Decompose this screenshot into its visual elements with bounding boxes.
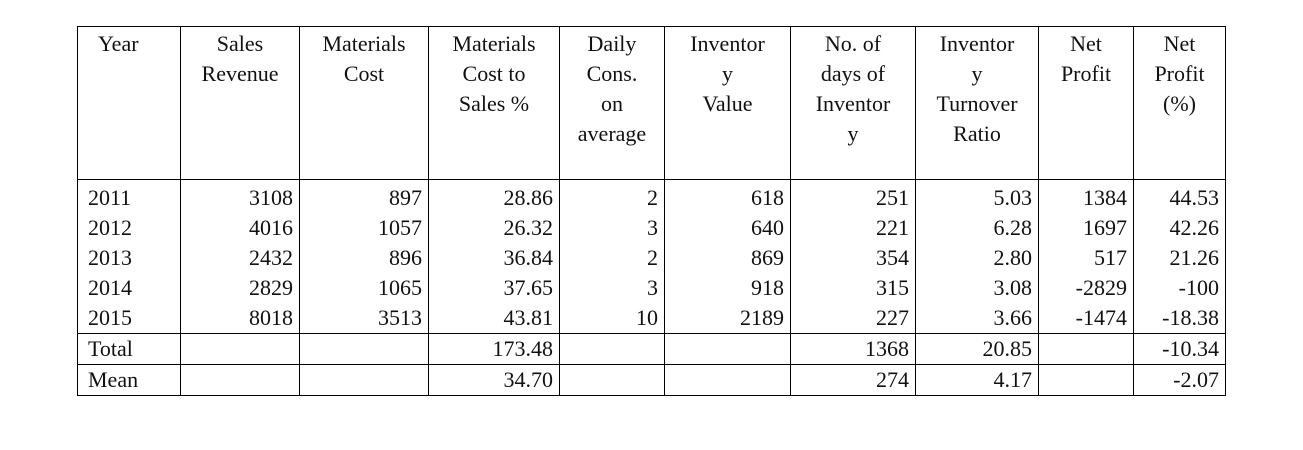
- cell: [299, 333, 429, 365]
- table-row: 2015 8018 3513 43.81 10 2189 227 3.66 -1…: [77, 303, 1226, 334]
- cell-year: 2011: [77, 179, 181, 213]
- cell-year: 2015: [77, 303, 181, 334]
- cell: 21.26: [1133, 243, 1226, 273]
- cell-label: Total: [77, 333, 181, 365]
- total-row: Total 173.48 1368 20.85 -10.34: [77, 333, 1226, 365]
- cell: 4.17: [915, 364, 1039, 396]
- cell: 43.81: [428, 303, 560, 334]
- cell: 918: [664, 273, 791, 303]
- cell: 251: [790, 179, 916, 213]
- cell: 640: [664, 213, 791, 243]
- cell: 3: [559, 213, 665, 243]
- header-year: Year: [77, 26, 181, 180]
- header-inventory-value: Inventor y Value: [664, 26, 791, 180]
- cell: 37.65: [428, 273, 560, 303]
- cell: 3: [559, 273, 665, 303]
- cell: 3108: [180, 179, 300, 213]
- cell: 1368: [790, 333, 916, 365]
- header-inventory-turnover: Inventor y Turnover Ratio: [915, 26, 1039, 180]
- cell: [1038, 333, 1134, 365]
- cell: -10.34: [1133, 333, 1226, 365]
- cell: 2829: [180, 273, 300, 303]
- mean-row: Mean 34.70 274 4.17 -2.07: [77, 364, 1226, 396]
- cell: 10: [559, 303, 665, 334]
- cell: 3513: [299, 303, 429, 334]
- cell: 517: [1038, 243, 1134, 273]
- cell: 28.86: [428, 179, 560, 213]
- cell: 354: [790, 243, 916, 273]
- header-sales-revenue: Sales Revenue: [180, 26, 300, 180]
- table-row: 2012 4016 1057 26.32 3 640 221 6.28 1697…: [77, 213, 1226, 243]
- data-table-container: Year Sales Revenue Materials Cost Materi…: [77, 26, 1226, 396]
- cell: 274: [790, 364, 916, 396]
- cell-year: 2014: [77, 273, 181, 303]
- cell: 4016: [180, 213, 300, 243]
- cell: 2432: [180, 243, 300, 273]
- cell: 2: [559, 179, 665, 213]
- cell: [559, 333, 665, 365]
- cell: 315: [790, 273, 916, 303]
- cell: -1474: [1038, 303, 1134, 334]
- cell: [664, 364, 791, 396]
- cell: [559, 364, 665, 396]
- header-materials-cost-to-sales: Materials Cost to Sales %: [428, 26, 560, 180]
- cell: 26.32: [428, 213, 560, 243]
- cell: 3.66: [915, 303, 1039, 334]
- cell: 1384: [1038, 179, 1134, 213]
- header-days-of-inventory: No. of days of Inventor y: [790, 26, 916, 180]
- cell: 20.85: [915, 333, 1039, 365]
- cell: -100: [1133, 273, 1226, 303]
- cell: 3.08: [915, 273, 1039, 303]
- cell: 896: [299, 243, 429, 273]
- cell: [1038, 364, 1134, 396]
- cell: -2829: [1038, 273, 1134, 303]
- cell: 44.53: [1133, 179, 1226, 213]
- cell: 34.70: [428, 364, 560, 396]
- header-daily-consumption: Daily Cons. on average: [559, 26, 665, 180]
- cell: [664, 333, 791, 365]
- header-net-profit-percent: Net Profit (%): [1133, 26, 1226, 180]
- cell: [180, 364, 300, 396]
- table-row: 2013 2432 896 36.84 2 869 354 2.80 517 2…: [77, 243, 1226, 273]
- cell: 221: [790, 213, 916, 243]
- table-row: 2014 2829 1065 37.65 3 918 315 3.08 -282…: [77, 273, 1226, 303]
- table-row: 2011 3108 897 28.86 2 618 251 5.03 1384 …: [77, 179, 1226, 213]
- cell: 36.84: [428, 243, 560, 273]
- cell: 1057: [299, 213, 429, 243]
- cell: 6.28: [915, 213, 1039, 243]
- cell: 8018: [180, 303, 300, 334]
- cell: 897: [299, 179, 429, 213]
- cell: 2189: [664, 303, 791, 334]
- cell-year: 2013: [77, 243, 181, 273]
- cell: -18.38: [1133, 303, 1226, 334]
- inventory-profit-table: Year Sales Revenue Materials Cost Materi…: [77, 26, 1226, 396]
- cell: [180, 333, 300, 365]
- cell-year: 2012: [77, 213, 181, 243]
- cell-label: Mean: [77, 364, 181, 396]
- cell: 618: [664, 179, 791, 213]
- cell: 2: [559, 243, 665, 273]
- cell: 227: [790, 303, 916, 334]
- cell: 42.26: [1133, 213, 1226, 243]
- cell: -2.07: [1133, 364, 1226, 396]
- cell: 869: [664, 243, 791, 273]
- cell: [299, 364, 429, 396]
- cell: 5.03: [915, 179, 1039, 213]
- header-materials-cost: Materials Cost: [299, 26, 429, 180]
- cell: 1065: [299, 273, 429, 303]
- cell: 173.48: [428, 333, 560, 365]
- header-row: Year Sales Revenue Materials Cost Materi…: [77, 26, 1226, 180]
- header-net-profit: Net Profit: [1038, 26, 1134, 180]
- cell: 1697: [1038, 213, 1134, 243]
- cell: 2.80: [915, 243, 1039, 273]
